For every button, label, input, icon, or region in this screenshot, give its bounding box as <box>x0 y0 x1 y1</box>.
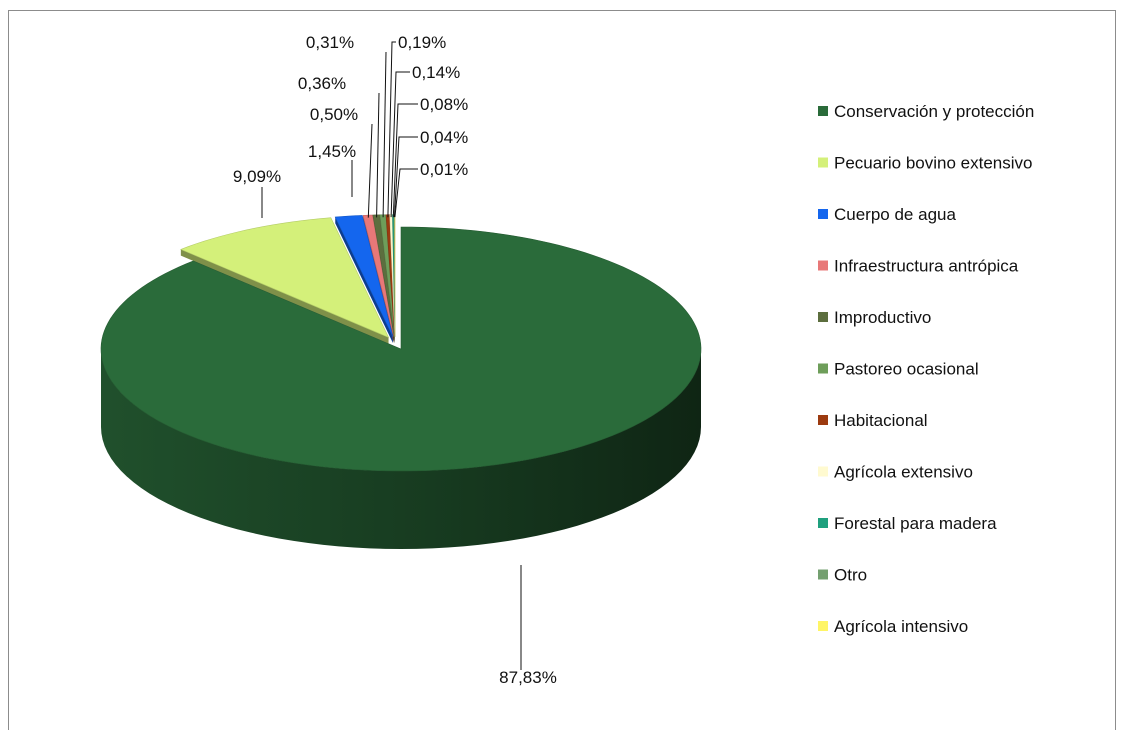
data-label-agricola-extensivo: 0,14% <box>412 63 460 82</box>
legend-label: Forestal para madera <box>834 514 997 533</box>
data-label-pastoreo-ocasional: 0,31% <box>306 33 354 52</box>
legend-swatch <box>818 518 828 528</box>
legend-swatch <box>818 209 828 219</box>
legend-swatch <box>818 364 828 374</box>
legend-label: Cuerpo de agua <box>834 205 956 224</box>
legend-item-improductivo: Improductivo <box>818 308 931 327</box>
legend-item-pastoreo-ocasional: Pastoreo ocasional <box>818 360 979 379</box>
legend-swatch <box>818 415 828 425</box>
data-label-agricola-intensivo: 0,01% <box>420 160 468 179</box>
data-label-conservacion-y-proteccion: 87,83% <box>499 668 557 687</box>
legend-item-forestal-para-madera: Forestal para madera <box>818 514 997 533</box>
legend-item-conservacion-y-proteccion: Conservación y protección <box>818 102 1034 121</box>
data-label-cuerpo-de-agua: 1,45% <box>308 142 356 161</box>
legend-item-pecuario-bovino-extensivo: Pecuario bovino extensivo <box>818 154 1032 173</box>
data-label-pecuario-bovino-extensivo: 9,09% <box>233 167 281 186</box>
data-label-forestal-para-madera: 0,08% <box>420 95 468 114</box>
legend-label: Habitacional <box>834 411 928 430</box>
legend-item-habitacional: Habitacional <box>818 411 928 430</box>
slice-conservacion-y-proteccion <box>101 227 701 471</box>
leader-line <box>394 137 418 217</box>
data-label-infraestructura-antropica: 0,50% <box>310 105 358 124</box>
data-label-habitacional: 0,19% <box>398 33 446 52</box>
legend-swatch <box>818 106 828 116</box>
legend-item-otro: Otro <box>818 566 867 585</box>
legend-swatch <box>818 621 828 631</box>
legend-label: Otro <box>834 566 867 585</box>
legend-label: Conservación y protección <box>834 102 1034 121</box>
legend-label: Agrícola intensivo <box>834 617 968 636</box>
legend-label: Agrícola extensivo <box>834 463 973 482</box>
legend-label: Improductivo <box>834 308 931 327</box>
legend-swatch <box>818 158 828 168</box>
legend-label: Pecuario bovino extensivo <box>834 154 1032 173</box>
legend-label: Infraestructura antrópica <box>834 257 1019 276</box>
legend-swatch <box>818 570 828 580</box>
leader-line <box>383 52 386 217</box>
legend-swatch <box>818 467 828 477</box>
legend-swatch <box>818 312 828 322</box>
legend-item-agricola-intensivo: Agrícola intensivo <box>818 617 968 636</box>
legend-label: Pastoreo ocasional <box>834 360 979 379</box>
legend-swatch <box>818 261 828 271</box>
leader-line <box>368 124 372 218</box>
leader-line <box>395 169 418 217</box>
leader-line <box>377 93 379 217</box>
legend: Conservación y protección Pecuario bovino… <box>818 102 1034 636</box>
legend-item-agricola-extensivo: Agrícola extensivo <box>818 463 973 482</box>
data-label-otro: 0,04% <box>420 128 468 147</box>
legend-item-cuerpo-de-agua: Cuerpo de agua <box>818 205 956 224</box>
data-label-improductivo: 0,36% <box>298 74 346 93</box>
legend-item-infraestructura-antropica: Infraestructura antrópica <box>818 257 1019 276</box>
pie-slices <box>101 215 701 471</box>
